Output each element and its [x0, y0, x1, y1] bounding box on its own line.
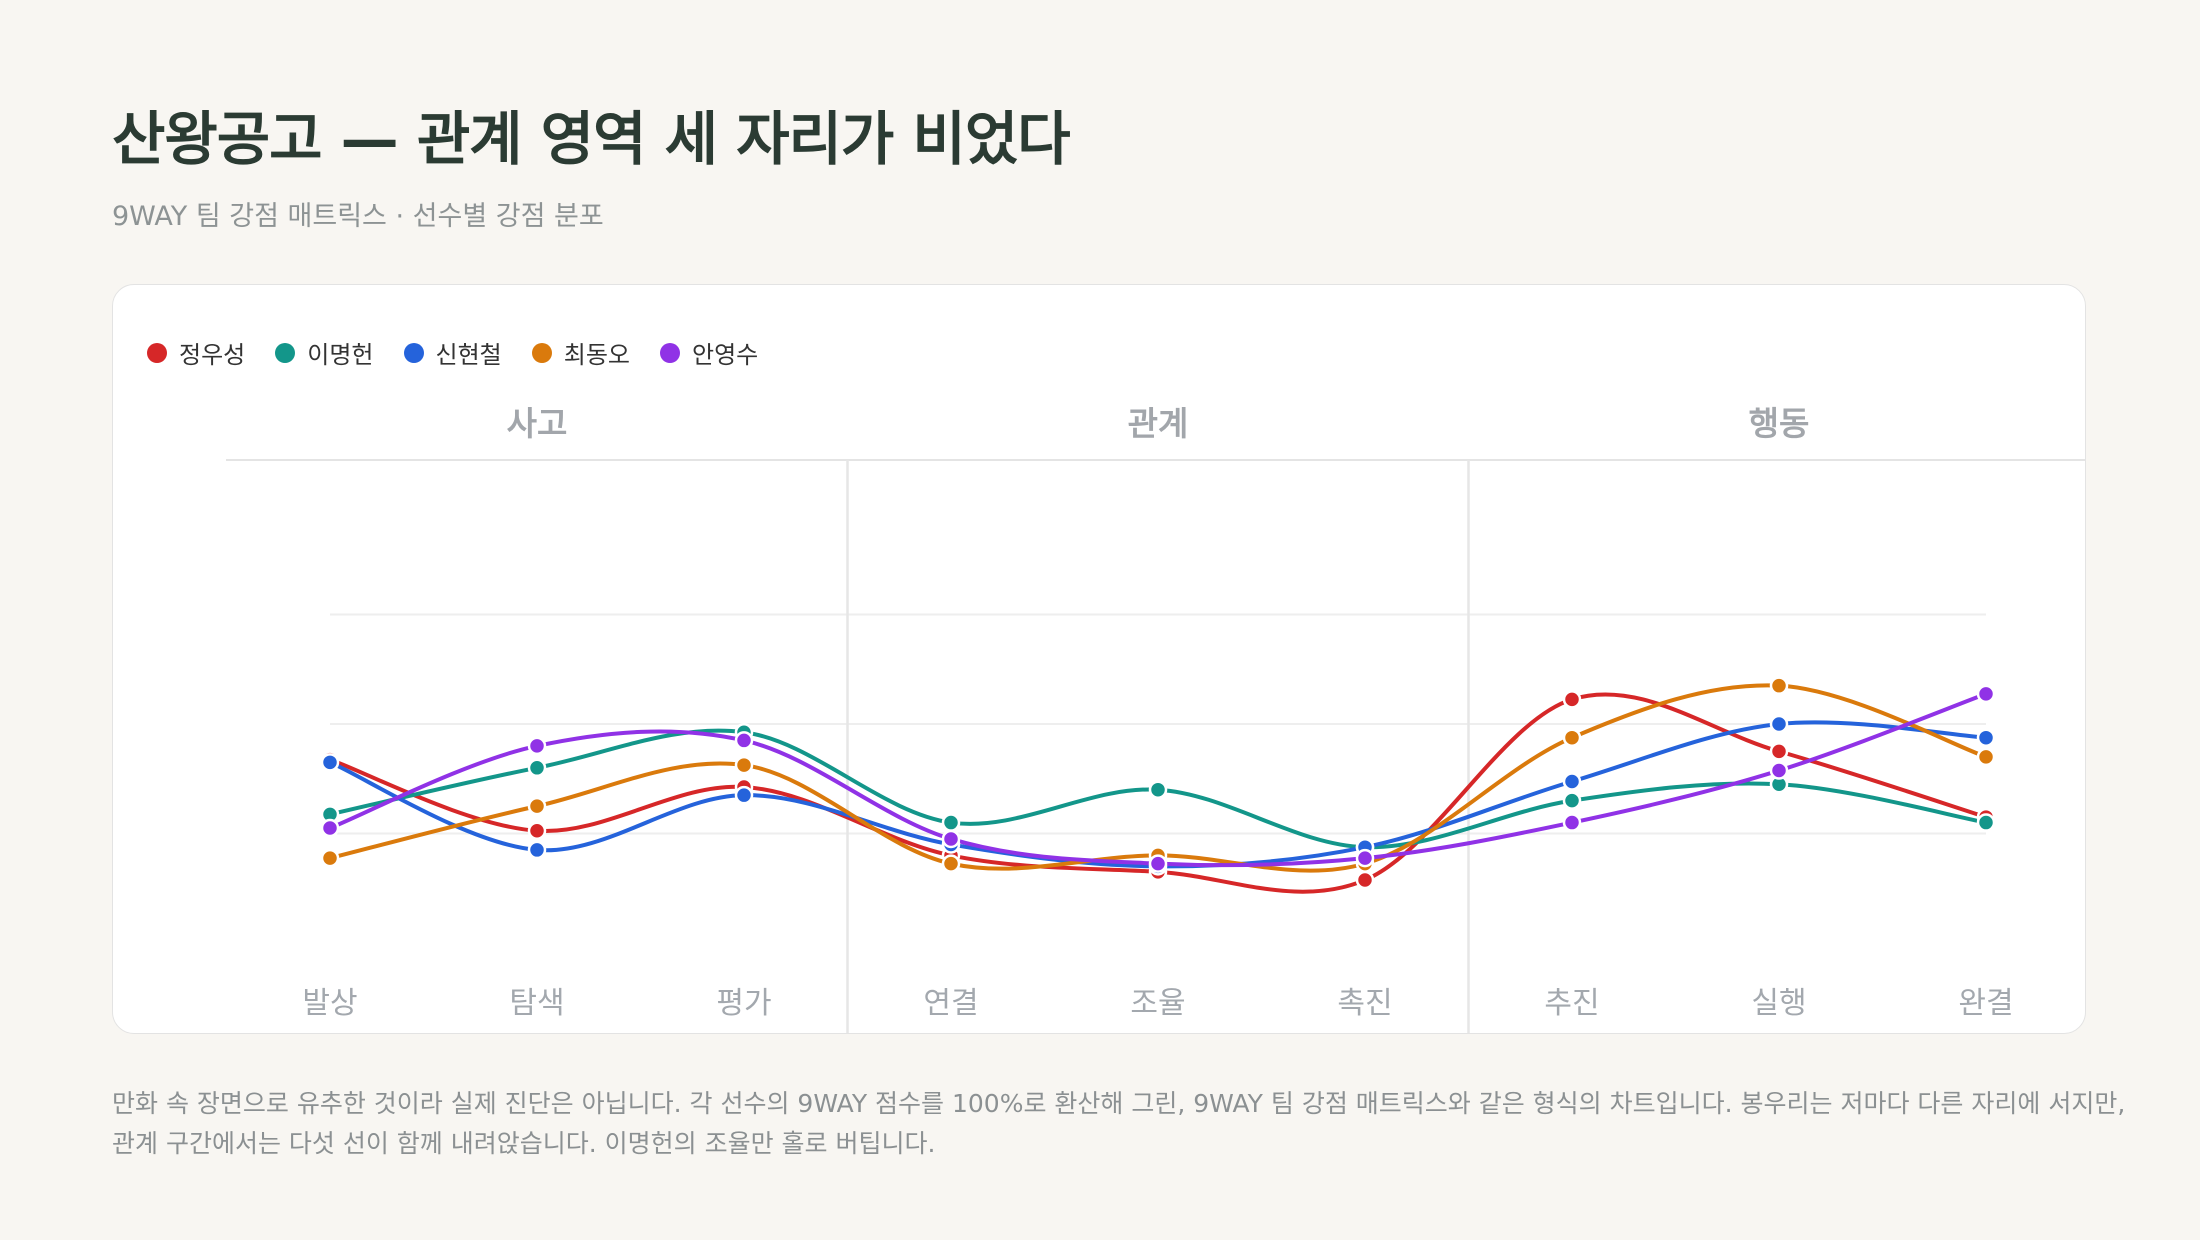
data-point — [1355, 870, 1375, 890]
data-point — [734, 731, 754, 750]
data-point — [1562, 728, 1582, 747]
series-line — [328, 691, 1988, 868]
data-point — [1562, 690, 1582, 709]
data-point — [1769, 761, 1789, 780]
legend-label: 안영수 — [692, 341, 759, 369]
data-point — [1976, 728, 1996, 747]
data-point — [320, 753, 340, 772]
legend-swatch — [403, 342, 424, 363]
data-point — [941, 854, 961, 873]
group-label: 사고 — [507, 404, 568, 443]
x-tick-label: 추진 — [1544, 986, 1599, 1021]
group-label: 관계 — [1128, 404, 1189, 443]
legend-swatch — [660, 342, 680, 363]
data-point — [527, 796, 547, 816]
x-tick-label: 완결 — [1958, 986, 2013, 1021]
data-point — [527, 821, 547, 841]
legend-label: 이명헌 — [307, 341, 374, 369]
legend-swatch — [531, 342, 552, 363]
x-tick-label: 탐색 — [509, 986, 564, 1021]
x-tick-label: 촉진 — [1337, 986, 1392, 1021]
page-title: 산왕공고 — 관계 영역 세 자리가 비었다 — [112, 105, 1071, 173]
legend-label: 최동오 — [563, 341, 630, 369]
data-point — [1976, 747, 1996, 767]
data-point — [734, 785, 754, 805]
x-tick-label: 평가 — [716, 986, 771, 1021]
group-label: 행동 — [1749, 404, 1810, 443]
page-subtitle: 9WAY 팀 강점 매트릭스 · 선수별 강점 분포 — [112, 201, 604, 232]
footnote-line-1: 만화 속 장면으로 유추한 것이라 실제 진단은 아닙니다. 각 선수의 9WA… — [112, 1089, 2126, 1118]
x-tick-label: 연결 — [923, 986, 978, 1021]
data-point — [1562, 772, 1582, 791]
data-point — [941, 829, 961, 849]
legend-swatch — [275, 342, 296, 363]
series-line — [328, 683, 1988, 873]
data-point — [734, 755, 754, 775]
x-tick-label: 발상 — [302, 986, 357, 1021]
data-point — [1769, 714, 1789, 734]
legend-item: 정우성 — [147, 335, 245, 370]
legend-item: 안영수 — [660, 335, 758, 370]
data-point — [320, 848, 340, 868]
data-point — [1562, 813, 1582, 832]
footnote-line-2: 관계 구간에서는 다섯 선이 함께 내려앉습니다. 이명헌의 조율만 홀로 버팁… — [112, 1129, 936, 1158]
data-point — [527, 736, 547, 756]
x-tick-label: 실행 — [1751, 986, 1806, 1021]
data-point — [1148, 854, 1168, 873]
legend-item: 최동오 — [531, 335, 630, 370]
data-point — [1562, 791, 1582, 810]
footnote: 만화 속 장면으로 유추한 것이라 실제 진단은 아닙니다. 각 선수의 9WA… — [112, 1084, 2126, 1164]
legend-label: 신현철 — [435, 341, 502, 369]
legend-swatch — [147, 342, 167, 363]
legend-item: 신현철 — [403, 335, 502, 370]
series-line — [328, 692, 1988, 894]
legend-item: 이명헌 — [275, 335, 374, 370]
data-point — [941, 813, 961, 832]
legend-label: 정우성 — [179, 341, 246, 369]
data-point — [1976, 684, 1996, 704]
data-point — [1148, 780, 1168, 799]
chart-legend: 정우성 이명헌 신현철 최동오 안영수 — [147, 335, 788, 370]
data-point — [1355, 848, 1375, 868]
data-point — [1769, 742, 1789, 761]
data-point — [527, 758, 547, 778]
data-point — [527, 840, 547, 860]
data-point — [1976, 813, 1996, 832]
data-point — [1769, 676, 1789, 695]
data-point — [320, 818, 340, 838]
x-tick-label: 조율 — [1130, 986, 1185, 1021]
